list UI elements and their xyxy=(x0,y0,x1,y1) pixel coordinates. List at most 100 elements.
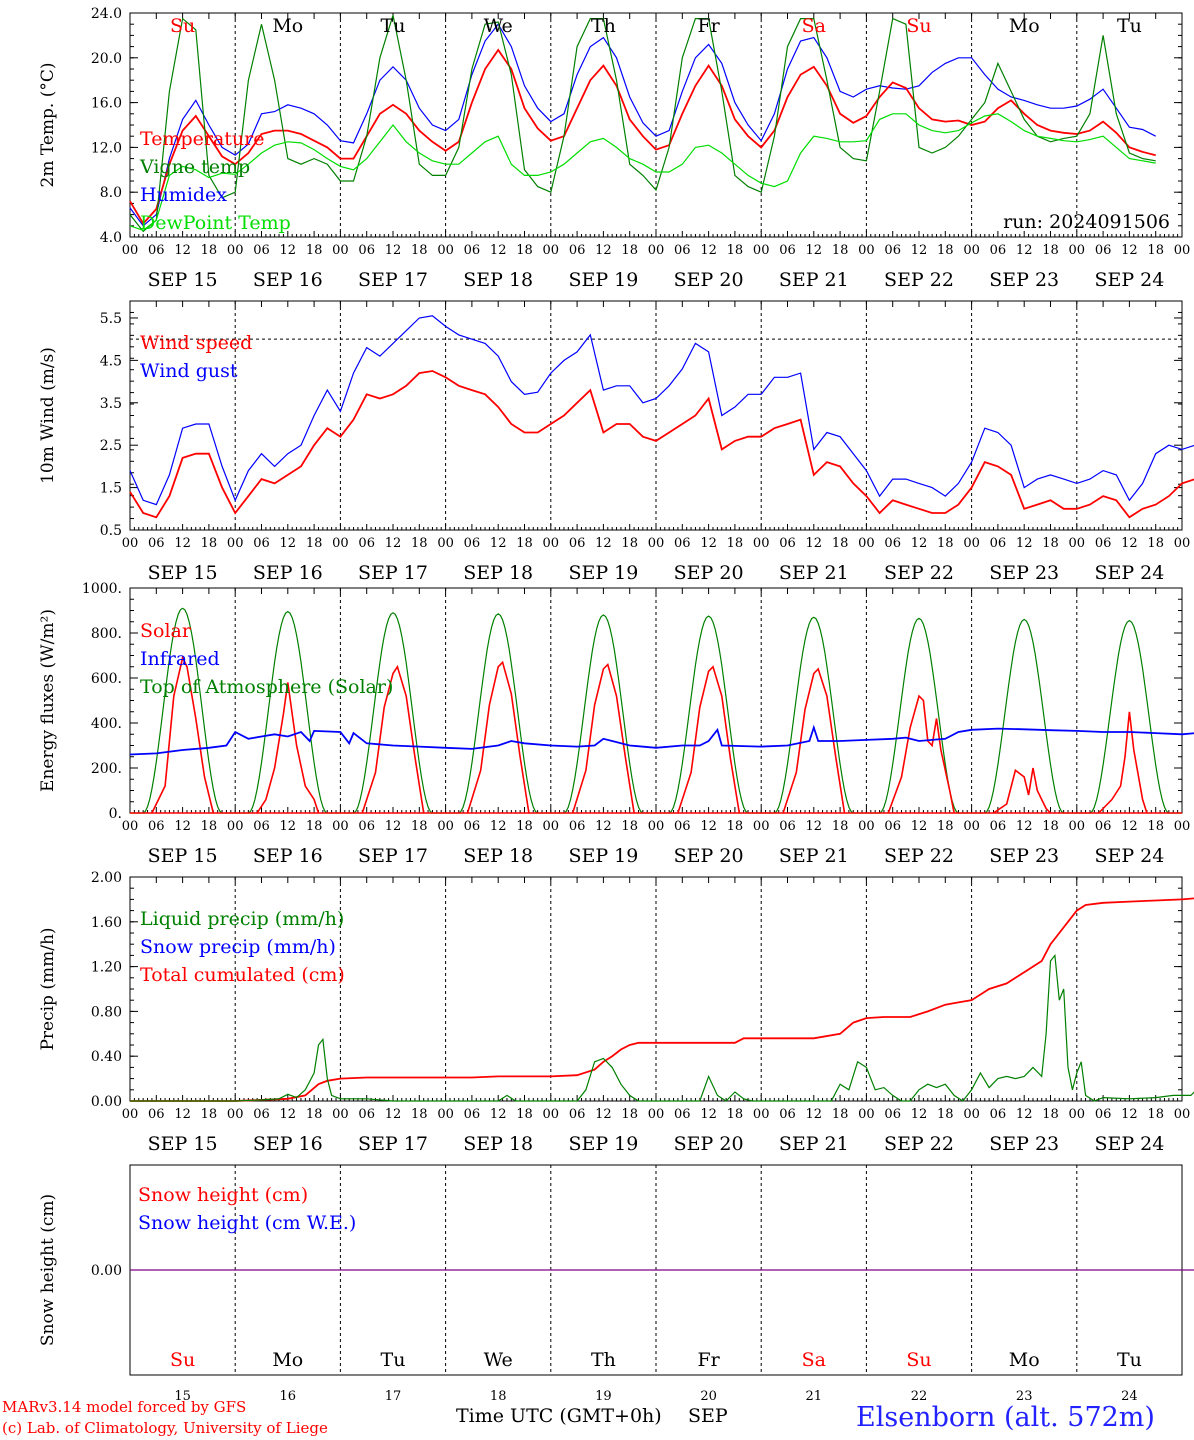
hour-tick-label: 00 xyxy=(858,536,875,551)
hour-tick-label: 12 xyxy=(490,1107,507,1122)
hour-tick-label: 06 xyxy=(358,1107,375,1122)
legend-item: Total cumulated (cm) xyxy=(140,964,345,986)
hour-tick-label: 06 xyxy=(674,1107,691,1122)
hour-tick-label: 12 xyxy=(806,1107,823,1122)
hour-tick-label: 12 xyxy=(806,819,823,834)
hour-tick-label: 00 xyxy=(858,819,875,834)
y-tick-label: 800. xyxy=(91,626,122,642)
day-number: 22 xyxy=(911,1389,928,1404)
hour-tick-label: 12 xyxy=(385,1107,402,1122)
hour-tick-label: 18 xyxy=(937,243,954,258)
series-line-dewpoint-temp xyxy=(129,113,1156,231)
hour-tick-label: 06 xyxy=(464,243,481,258)
date-label: SEP 21 xyxy=(779,1133,849,1155)
hour-tick-label: 06 xyxy=(990,243,1007,258)
y-axis-label: Snow height (cm) xyxy=(38,1194,58,1346)
hour-tick-label: 06 xyxy=(779,243,796,258)
date-label: SEP 21 xyxy=(779,562,849,584)
date-label: SEP 15 xyxy=(148,562,218,584)
hour-tick-label: 12 xyxy=(806,536,823,551)
hour-tick-label: 00 xyxy=(1174,536,1191,551)
day-label-bottom: Su xyxy=(906,1349,931,1371)
date-label: SEP 16 xyxy=(253,845,323,867)
day-label-bottom: Su xyxy=(170,1349,195,1371)
hour-tick-label: 12 xyxy=(595,819,612,834)
hour-tick-label: 12 xyxy=(280,536,297,551)
date-label: SEP 15 xyxy=(148,1133,218,1155)
panel-wind: 00 06 12 18 00 06 12 18 00 06 12 18 00 06 12 18 00 06 12 18… xyxy=(38,300,1194,584)
hour-tick-label: 18 xyxy=(621,819,638,834)
day-label-top: Tu xyxy=(381,15,406,37)
hour-tick-label: 06 xyxy=(1095,819,1112,834)
date-label: SEP 23 xyxy=(989,845,1059,867)
date-label: SEP 19 xyxy=(568,269,638,291)
hour-tick-label: 18 xyxy=(201,1107,218,1122)
hour-tick-label: 00 xyxy=(1174,243,1191,258)
hour-tick-label: 12 xyxy=(280,1107,297,1122)
hour-tick-label: 18 xyxy=(1042,819,1059,834)
x-axis-title: Time UTC (GMT+0h) xyxy=(456,1405,662,1427)
hour-tick-label: 18 xyxy=(411,536,428,551)
solar-line xyxy=(993,767,1052,814)
date-label: SEP 18 xyxy=(463,269,533,291)
y-tick-label: 0. xyxy=(109,806,122,822)
hour-tick-label: 06 xyxy=(990,536,1007,551)
legend-item: Snow height (cm) xyxy=(138,1184,308,1206)
date-label: SEP 22 xyxy=(884,562,954,584)
hour-tick-label: 18 xyxy=(727,819,744,834)
solar-line xyxy=(256,682,320,814)
hour-tick-label: 00 xyxy=(963,536,980,551)
hour-tick-label: 18 xyxy=(1147,819,1164,834)
hour-tick-label: 00 xyxy=(753,243,770,258)
legend-item: Infrared xyxy=(140,648,220,670)
toa-solar-line xyxy=(130,607,236,814)
date-label: SEP 22 xyxy=(884,269,954,291)
hour-tick-label: 18 xyxy=(1042,536,1059,551)
hour-tick-label: 12 xyxy=(490,243,507,258)
hour-tick-label: 00 xyxy=(332,243,349,258)
date-label: SEP 22 xyxy=(884,845,954,867)
hour-tick-label: 18 xyxy=(516,243,533,258)
hour-tick-label: 12 xyxy=(1121,243,1138,258)
day-label-bottom: Mo xyxy=(1009,1349,1040,1371)
panel-frame xyxy=(129,12,1183,238)
hour-tick-label: 00 xyxy=(1069,819,1086,834)
hour-tick-label: 00 xyxy=(437,536,454,551)
hour-tick-label: 06 xyxy=(253,1107,270,1122)
y-tick-label: 2.5 xyxy=(100,438,122,454)
hour-tick-label: 06 xyxy=(253,536,270,551)
hour-tick-label: 00 xyxy=(648,243,665,258)
hour-tick-label: 18 xyxy=(201,536,218,551)
hour-tick-label: 18 xyxy=(516,819,533,834)
hour-tick-label: 00 xyxy=(227,819,244,834)
y-tick-label: 0.40 xyxy=(91,1049,122,1065)
toa-solar-line xyxy=(235,610,341,814)
hour-tick-label: 06 xyxy=(779,536,796,551)
hour-tick-label: 06 xyxy=(569,819,586,834)
day-number: 15 xyxy=(174,1389,191,1404)
y-tick-label: 1.5 xyxy=(100,481,122,497)
hour-tick-label: 06 xyxy=(674,819,691,834)
hour-tick-label: 00 xyxy=(753,1107,770,1122)
hour-tick-label: 18 xyxy=(1147,536,1164,551)
date-label: SEP 24 xyxy=(1094,269,1164,291)
series-line-total-cumulated-cm- xyxy=(130,897,1194,1102)
hour-tick-label: 00 xyxy=(543,819,560,834)
y-tick-label: 600. xyxy=(91,671,122,687)
y-tick-label: 400. xyxy=(91,716,122,732)
hour-tick-label: 18 xyxy=(621,1107,638,1122)
hour-tick-label: 18 xyxy=(832,243,849,258)
day-number: 18 xyxy=(490,1389,507,1404)
hour-tick-label: 06 xyxy=(1095,243,1112,258)
hour-tick-label: 12 xyxy=(1016,536,1033,551)
hour-tick-label: 12 xyxy=(911,536,928,551)
day-label-bottom: We xyxy=(484,1349,513,1371)
hour-tick-label: 06 xyxy=(569,1107,586,1122)
date-label: SEP 19 xyxy=(568,562,638,584)
y-tick-label: 16.0 xyxy=(91,96,122,112)
hour-tick-label: 00 xyxy=(122,819,139,834)
date-label: SEP 16 xyxy=(253,562,323,584)
date-label: SEP 18 xyxy=(463,1133,533,1155)
y-tick-label: 1000. xyxy=(82,581,122,597)
day-label-bottom: Tu xyxy=(1117,1349,1142,1371)
